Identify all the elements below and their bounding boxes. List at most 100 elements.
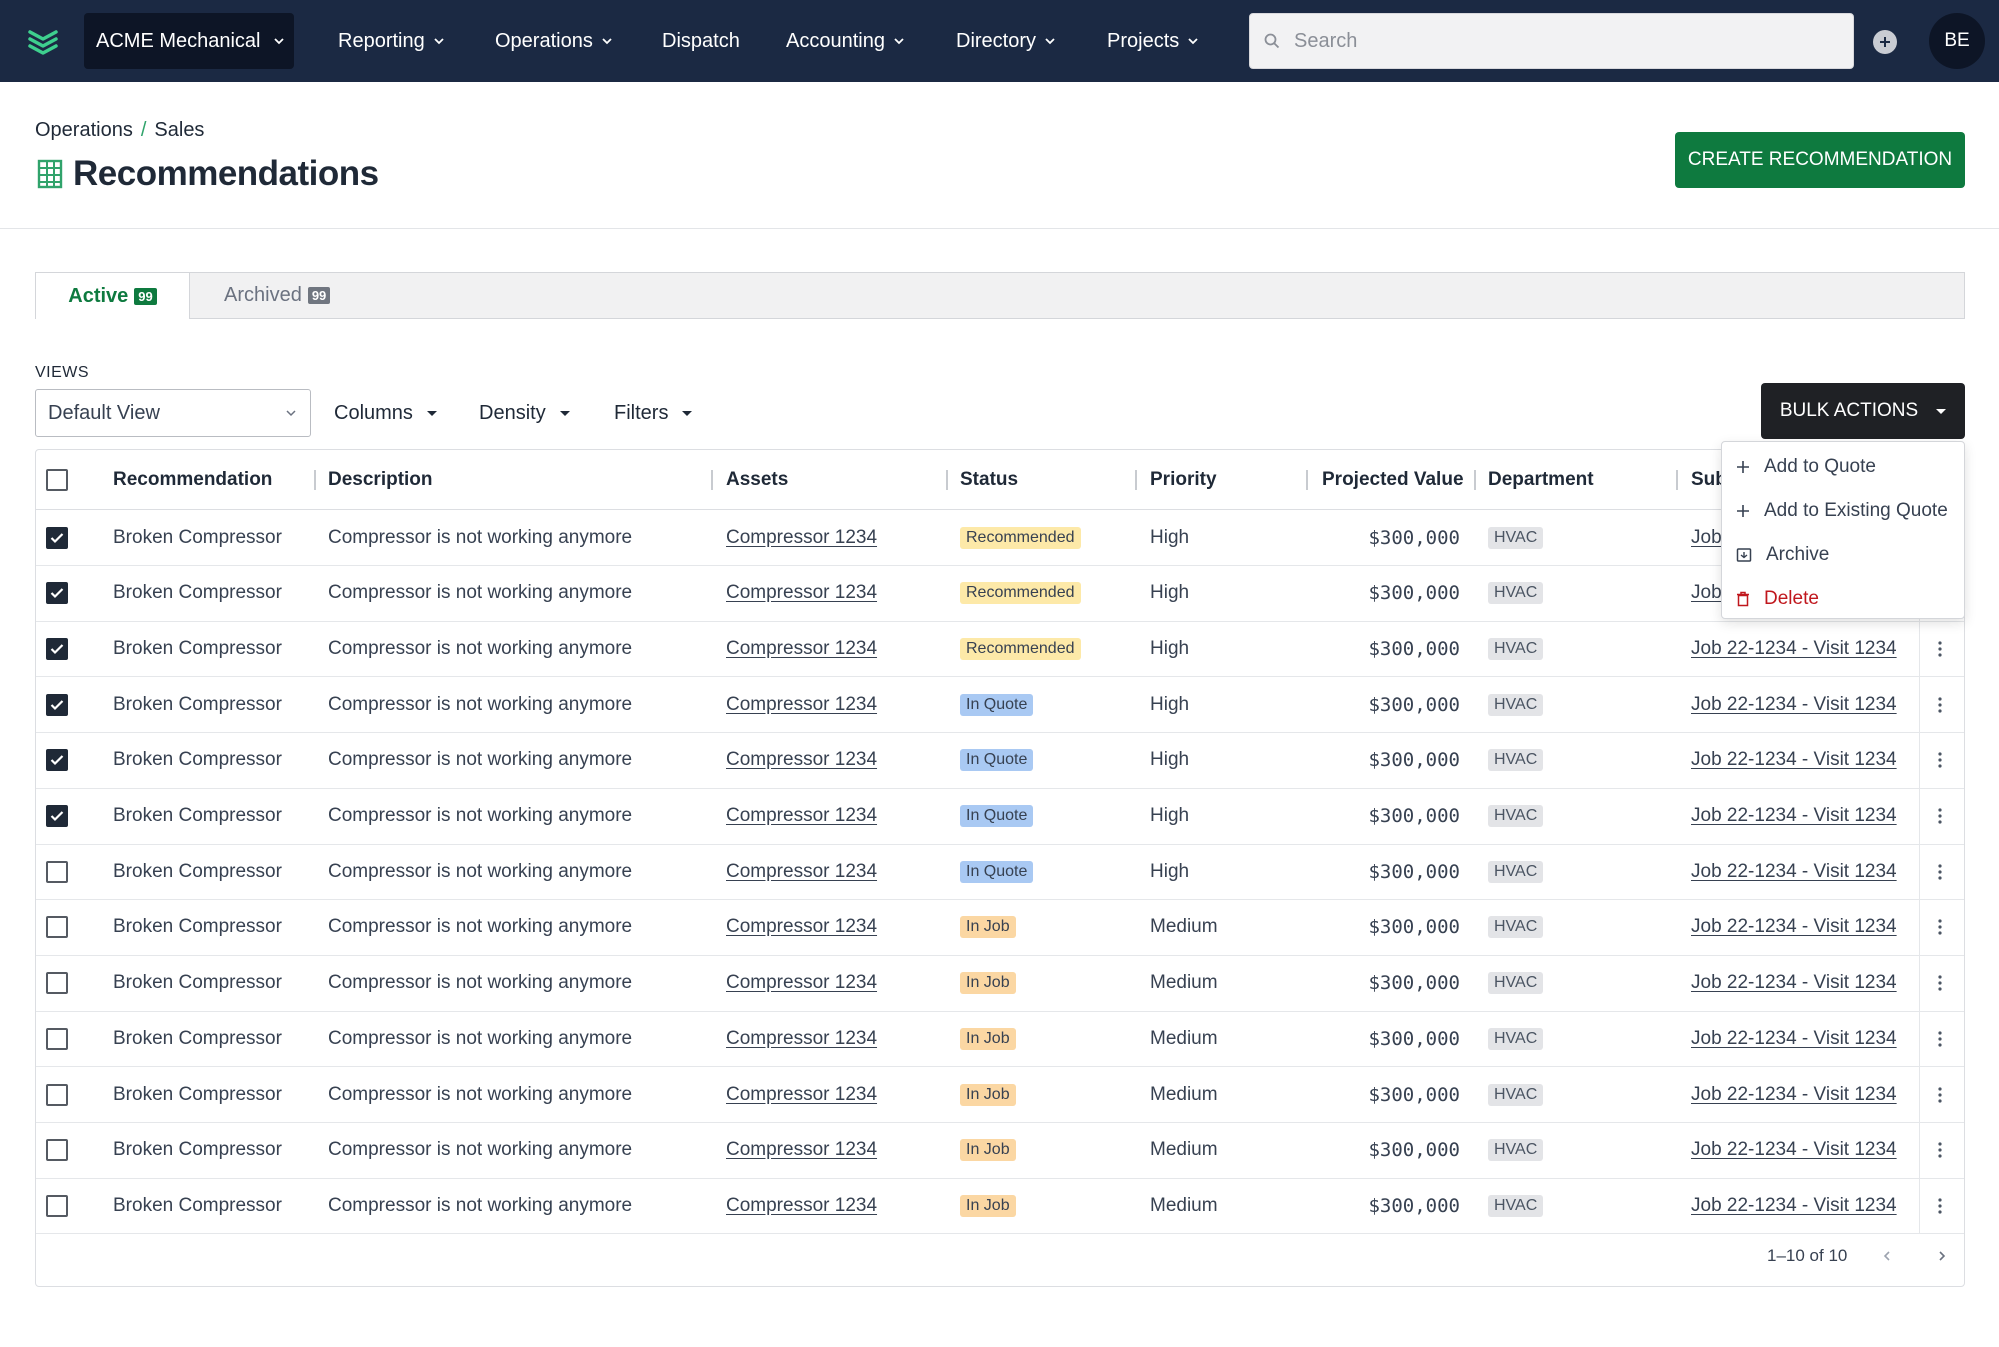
columns-button[interactable]: Columns [334,396,437,430]
filters-button[interactable]: Filters [614,396,693,430]
row-more-button[interactable] [1919,899,1959,955]
nav-projects[interactable]: Projects [1107,0,1199,82]
table-row[interactable]: Broken Compressor Compressor is not worki… [36,1122,1964,1179]
row-more-button[interactable] [1919,677,1959,733]
menu-item-delete[interactable]: Delete [1722,577,1964,621]
asset-link[interactable]: Compressor 1234 [726,637,878,659]
asset-link[interactable]: Compressor 1234 [726,1027,878,1049]
row-checkbox[interactable] [46,749,68,772]
global-search[interactable] [1249,13,1854,69]
row-checkbox[interactable] [46,972,68,995]
asset-link[interactable]: Compressor 1234 [726,916,878,938]
nav-operations[interactable]: Operations [495,0,613,82]
menu-item-add-to-quote[interactable]: Add to Quote [1722,445,1964,489]
job-visit-link[interactable]: Job 22-1234 - Visit 1234 [1691,1083,1897,1105]
nav-accounting[interactable]: Accounting [786,0,905,82]
breadcrumb-sales[interactable]: Sales [154,119,205,141]
column-header-assets[interactable]: Assets [726,469,789,490]
job-visit-link[interactable]: Job 22-1234 - Visit 1234 [1691,749,1897,771]
asset-link[interactable]: Compressor 1234 [726,749,878,771]
table-row[interactable]: Broken Compressor Compressor is not worki… [36,1178,1964,1235]
asset-link[interactable]: Compressor 1234 [726,1083,878,1105]
row-more-button[interactable] [1919,1178,1959,1234]
job-visit-link[interactable]: Job 22-1234 - Visit 1234 [1691,916,1897,938]
company-switcher[interactable]: ACME Mechanical [84,13,294,69]
job-visit-link[interactable]: Job 22-1234 - Visit 1234 [1691,860,1897,882]
row-more-button[interactable] [1919,1122,1959,1178]
job-visit-link[interactable]: Job 22-1234 - Visit 1234 [1691,805,1897,826]
asset-link[interactable]: Compressor 1234 [726,1194,878,1216]
table-row[interactable]: Broken Compressor Compressor is not worki… [36,955,1964,1012]
row-more-button[interactable] [1919,955,1959,1011]
column-header-projected-value[interactable]: Projected Value [1322,469,1464,490]
job-visit-link[interactable]: Job 22-1234 - Visit 1234 [1691,1194,1897,1216]
column-header-department[interactable]: Department [1488,469,1594,490]
density-button[interactable]: Density [479,396,570,430]
nav-reporting[interactable]: Reporting [338,0,445,82]
table-row[interactable]: Broken Compressor Compressor is not worki… [36,510,1964,566]
row-more-button[interactable] [1919,1067,1959,1122]
row-more-button[interactable] [1919,788,1959,844]
job-visit-link[interactable]: Job 22-1234 - Visit 1234 [1691,972,1897,994]
asset-link[interactable]: Compressor 1234 [726,582,878,604]
table-row[interactable]: Broken Compressor Compressor is not worki… [36,899,1964,956]
user-avatar[interactable]: BE [1929,13,1985,69]
column-header-recommendation[interactable]: Recommendation [113,469,273,490]
table-row[interactable]: Broken Compressor Compressor is not worki… [36,732,1964,789]
column-header-description[interactable]: Description [328,469,433,490]
asset-link[interactable]: Compressor 1234 [726,805,878,826]
row-checkbox[interactable] [46,637,68,660]
next-page-button[interactable] [1930,1244,1954,1268]
add-circle-icon[interactable] [1873,30,1897,54]
column-resize-handle[interactable] [1474,470,1476,490]
row-checkbox[interactable] [46,860,68,883]
asset-link[interactable]: Compressor 1234 [726,526,878,548]
row-more-button[interactable] [1919,1011,1959,1067]
search-input[interactable] [1294,29,1834,53]
row-checkbox[interactable] [46,1139,68,1162]
menu-item-add-to-existing-quote[interactable]: Add to Existing Quote [1722,489,1964,533]
column-header-priority[interactable]: Priority [1150,469,1217,490]
column-header-sub[interactable]: Sub [1691,469,1727,490]
select-all-checkbox[interactable] [46,469,68,491]
job-visit-link[interactable]: Job 22-1234 - Visit 1234 [1691,1027,1897,1049]
row-checkbox[interactable] [46,582,68,605]
create-recommendation-button[interactable]: CREATE RECOMMENDATION [1675,132,1965,188]
tab-active[interactable]: Active 99 [35,272,190,319]
asset-link[interactable]: Compressor 1234 [726,860,878,882]
breadcrumb-operations[interactable]: Operations [35,119,133,141]
table-row[interactable]: Broken Compressor Compressor is not worki… [36,788,1964,845]
column-resize-handle[interactable] [1676,470,1678,490]
row-more-button[interactable] [1919,732,1959,788]
job-visit-link[interactable]: Job 22-1234 - Visit 1234 [1691,637,1897,659]
row-checkbox[interactable] [46,1194,68,1217]
row-checkbox[interactable] [46,1027,68,1050]
row-checkbox[interactable] [46,916,68,939]
table-row[interactable]: Broken Compressor Compressor is not worki… [36,1067,1964,1123]
tab-archived[interactable]: Archived 99 [224,272,331,319]
row-checkbox[interactable] [46,526,68,549]
view-select[interactable]: Default View [35,389,311,437]
column-resize-handle[interactable] [314,470,316,490]
asset-link[interactable]: Compressor 1234 [726,972,878,994]
nav-directory[interactable]: Directory [956,0,1056,82]
asset-link[interactable]: Compressor 1234 [726,1139,878,1161]
table-row[interactable]: Broken Compressor Compressor is not worki… [36,621,1964,678]
logo-icon[interactable] [26,24,60,58]
nav-dispatch[interactable]: Dispatch [662,0,740,82]
asset-link[interactable]: Compressor 1234 [726,693,878,715]
column-header-status[interactable]: Status [960,469,1019,490]
job-visit-link[interactable]: Job 22-1234 - Visit 1234 [1691,693,1897,715]
column-resize-handle[interactable] [711,470,713,490]
column-resize-handle[interactable] [1135,470,1137,490]
table-row[interactable]: Broken Compressor Compressor is not worki… [36,677,1964,734]
bulk-actions-button[interactable]: BULK ACTIONS [1761,383,1965,439]
table-row[interactable]: Broken Compressor Compressor is not worki… [36,844,1964,901]
row-more-button[interactable] [1919,844,1959,900]
column-resize-handle[interactable] [1306,470,1308,490]
menu-item-archive[interactable]: Archive [1722,533,1964,577]
previous-page-button[interactable] [1875,1244,1899,1268]
table-row[interactable]: Broken Compressor Compressor is not worki… [36,1011,1964,1068]
row-checkbox[interactable] [46,805,68,827]
table-row[interactable]: Broken Compressor Compressor is not worki… [36,565,1964,622]
